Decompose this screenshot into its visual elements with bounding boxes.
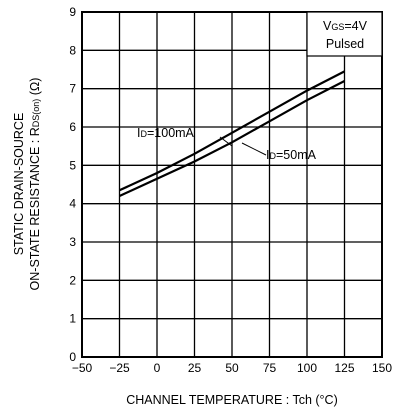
y-tick-label: 6 xyxy=(69,120,76,134)
y-tick-label: 9 xyxy=(69,5,76,19)
tick-labels: −50 −25 0 25 50 75 100 125 150 0 1 2 3 4 5 6 7 8 9 xyxy=(69,5,392,375)
x-tick-label: 50 xyxy=(225,361,239,375)
y-tick-label: 4 xyxy=(69,197,76,211)
x-tick-label: 125 xyxy=(334,361,354,375)
y-tick-label: 0 xyxy=(69,350,76,364)
x-tick-label: 0 xyxy=(154,361,161,375)
y-axis-label: STATIC DRAIN-SOURCE ON-STATE RESISTANCE … xyxy=(12,78,42,291)
series-label-100ma: ID=100mA xyxy=(137,126,233,147)
condition-box-line1: VGS=4V xyxy=(323,19,368,33)
series-label-50ma-text: ID=50mA xyxy=(266,148,317,162)
y-tick-label: 5 xyxy=(69,158,76,172)
x-tick-label: −25 xyxy=(109,361,130,375)
condition-box-frame xyxy=(306,11,383,57)
x-tick-label: 75 xyxy=(263,361,277,375)
y-tick-label: 7 xyxy=(69,82,76,96)
x-tick-label: −50 xyxy=(72,361,93,375)
x-tick-label: 25 xyxy=(188,361,202,375)
condition-box: VGS=4V Pulsed xyxy=(306,11,383,57)
y-axis-label-line2: ON-STATE RESISTANCE : RDS(on) (Ω) xyxy=(28,78,42,291)
series-label-50ma: ID=50mA xyxy=(241,142,317,162)
series-label-100ma-text: ID=100mA xyxy=(137,126,195,140)
y-axis-label-line1: STATIC DRAIN-SOURCE xyxy=(12,113,26,256)
x-tick-label: 150 xyxy=(372,361,392,375)
series-label-50ma-leader xyxy=(241,142,267,156)
y-tick-label: 3 xyxy=(69,235,76,249)
series-label-100ma-leader xyxy=(219,136,233,147)
x-axis-label: CHANNEL TEMPERATURE : Tch (°C) xyxy=(126,393,338,407)
x-tick-label: 100 xyxy=(297,361,317,375)
plot-frame xyxy=(81,11,383,358)
y-tick-label: 2 xyxy=(69,273,76,287)
series-line-0 xyxy=(119,70,346,192)
y-tick-label: 1 xyxy=(69,312,76,326)
grid-lines xyxy=(82,12,382,357)
series-lines xyxy=(119,70,346,197)
y-tick-label: 8 xyxy=(69,43,76,57)
condition-box-line2: Pulsed xyxy=(326,37,364,51)
series-line-1 xyxy=(119,80,346,197)
